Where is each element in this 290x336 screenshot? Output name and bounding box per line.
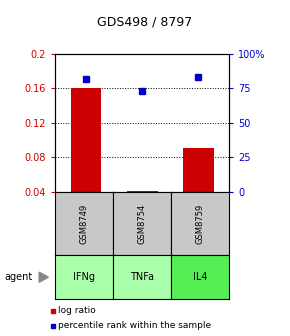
Bar — [183, 149, 214, 192]
Text: GSM8749: GSM8749 — [79, 203, 89, 244]
Text: percentile rank within the sample: percentile rank within the sample — [58, 322, 211, 330]
Text: GSM8759: GSM8759 — [195, 203, 205, 244]
Text: IFNg: IFNg — [73, 272, 95, 282]
Text: TNFa: TNFa — [130, 272, 154, 282]
Text: IL4: IL4 — [193, 272, 207, 282]
Text: agent: agent — [4, 272, 32, 282]
Text: GDS498 / 8797: GDS498 / 8797 — [97, 15, 193, 28]
Bar — [70, 88, 102, 192]
Text: log ratio: log ratio — [58, 306, 95, 315]
Bar — [127, 191, 157, 192]
Text: GSM8754: GSM8754 — [137, 203, 147, 244]
